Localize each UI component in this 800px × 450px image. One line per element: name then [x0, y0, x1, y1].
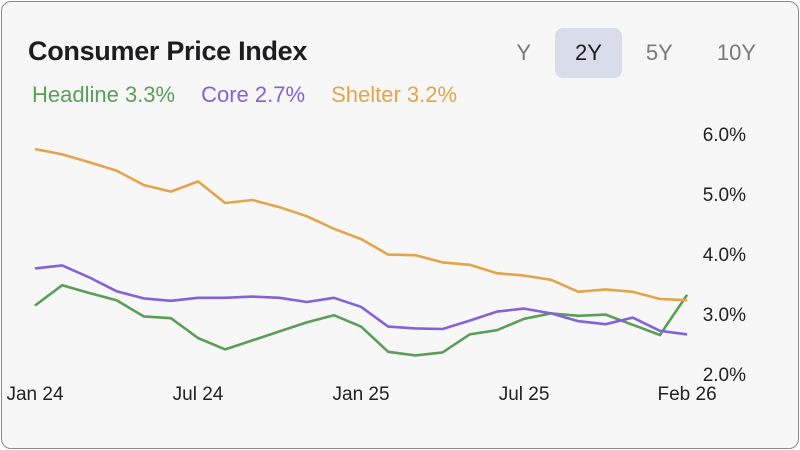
y-tick-label: 2.0%: [703, 365, 746, 386]
legend-shelter: Shelter 3.2%: [331, 82, 458, 107]
y-tick-label: 4.0%: [703, 245, 746, 266]
legend: Headline 3.3% Core 2.7% Shelter 3.2%: [32, 82, 457, 108]
chart-title: Consumer Price Index: [28, 36, 308, 66]
range-2y-button[interactable]: 2Y: [555, 28, 622, 78]
x-tick-label: Jan 24: [6, 384, 63, 405]
x-tick-label: Jul 25: [499, 384, 550, 405]
range-5y-button[interactable]: 5Y: [626, 28, 693, 78]
range-10y-button[interactable]: 10Y: [697, 28, 776, 78]
y-tick-label: 5.0%: [703, 185, 746, 206]
range-y-button[interactable]: Y: [496, 28, 551, 78]
series-line-core: [34, 264, 688, 336]
legend-headline: Headline 3.3%: [32, 82, 176, 107]
legend-core: Core 2.7%: [201, 82, 306, 107]
y-tick-label: 6.0%: [703, 125, 746, 146]
range-selector: Y 2Y 5Y 10Y: [496, 28, 776, 78]
y-tick-label: 3.0%: [703, 305, 746, 326]
x-tick-label: Jan 25: [333, 384, 390, 405]
x-tick-label: Jul 24: [173, 384, 224, 405]
x-tick-label: Feb 26: [658, 384, 717, 405]
series-line-shelter: [34, 147, 688, 302]
series-line-headline: [34, 283, 689, 357]
